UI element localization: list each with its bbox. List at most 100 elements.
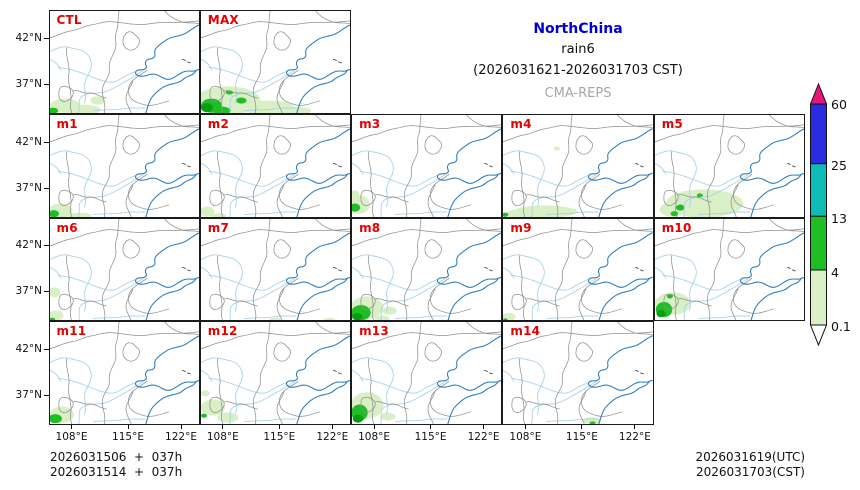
x-tickmark (483, 424, 485, 429)
map-panel-m14: m14 (502, 321, 654, 426)
basemap-svg (200, 218, 351, 321)
valid-time-footer: 2026031619(UTC) 2026031703(CST) (605, 450, 806, 479)
map-panel-m8: m8 (351, 217, 503, 322)
x-tickmark (180, 424, 182, 429)
map-panel-m11: m11 (48, 321, 200, 426)
map-panel-m1: m1 (48, 113, 200, 218)
panel-label: m7 (207, 220, 230, 235)
x-tick-label: 115°E (565, 431, 598, 443)
colorbar-tick-label: 60 (831, 97, 847, 112)
x-tickmark (71, 424, 72, 429)
map-panel-m2: m2 (199, 113, 352, 218)
x-tick-label: 115°E (112, 431, 144, 443)
variable-title: rain6 (561, 42, 595, 57)
basemap-svg (503, 218, 653, 321)
panel-label: m10 (661, 220, 692, 235)
colorbar-tick-label: 25 (831, 158, 847, 173)
precip-shading (503, 312, 517, 321)
map-panel-m3: m3 (351, 113, 503, 218)
x-tick-label: 122°E (618, 431, 651, 443)
basemap-svg (49, 114, 199, 217)
map-panel-m4: m4 (502, 113, 654, 218)
x-tick-label: 122°E (165, 431, 197, 443)
title-block: NorthChina rain6 (2026031621-2026031703 … (430, 19, 726, 107)
panel-label: m5 (661, 116, 683, 131)
map-panel-max: MAX (199, 10, 352, 114)
x-tickmark (278, 424, 280, 429)
y-tick-label: 42°N (15, 31, 42, 44)
basemap-svg (352, 218, 502, 321)
y-tickmark (43, 83, 49, 85)
model-title: CMA-REPS (544, 86, 612, 101)
y-tick-label: 42°N (15, 135, 42, 148)
precip-shading (49, 406, 74, 424)
x-tickmark (127, 424, 129, 429)
panel-label: m11 (56, 324, 87, 339)
map-panel-m13: m13 (351, 321, 503, 426)
basemap-svg (503, 114, 653, 217)
init-time-footer: 2026031506 + 037h 2026031514 + 037h (50, 450, 182, 479)
y-tickmark (43, 37, 49, 39)
panel-label: m2 (207, 116, 230, 131)
period-title: (2026031621-2026031703 CST) (473, 63, 683, 78)
panel-label: m3 (359, 116, 381, 131)
x-tickmark (581, 424, 583, 429)
y-tickmark (43, 291, 49, 293)
y-tick-label: 37°N (15, 77, 42, 90)
x-tick-label: 122°E (467, 431, 500, 443)
panel-label: m4 (510, 116, 532, 131)
map-panel-m10: m10 (653, 217, 805, 322)
basemap-svg (654, 114, 804, 217)
basemap-svg (352, 322, 502, 425)
map-panel-m7: m7 (199, 217, 352, 322)
basemap-svg (200, 11, 351, 113)
precip-shading (269, 317, 336, 321)
basemap-svg (503, 322, 653, 425)
basemap-svg (49, 322, 199, 425)
x-tick-label: 108°E (55, 431, 88, 443)
y-tickmark (43, 349, 49, 351)
y-tickmark (43, 187, 49, 189)
colorbar-tick-label: 4 (831, 265, 839, 280)
panel-label: m8 (359, 220, 381, 235)
x-tickmark (634, 424, 636, 429)
precip-shading (654, 291, 691, 317)
x-tick-label: 108°E (206, 431, 239, 443)
x-tickmark (222, 424, 224, 429)
basemap-svg (654, 218, 804, 321)
x-tickmark (430, 424, 432, 429)
precip-shading (352, 392, 396, 424)
region-title: NorthChina (533, 21, 623, 37)
precip-shading (352, 295, 397, 321)
init-time-line-1: 2026031506 + 037h (50, 450, 183, 464)
map-panel-m6: m6 (48, 217, 200, 322)
x-tickmark (524, 424, 526, 429)
y-tick-label: 37°N (15, 389, 42, 402)
x-tick-label: 115°E (263, 431, 296, 443)
precip-shading (49, 203, 92, 217)
panel-label: MAX (207, 13, 239, 27)
x-tickmark (331, 424, 333, 429)
x-tickmark (373, 424, 375, 429)
y-tick-label: 42°N (15, 343, 42, 356)
panel-label: CTL (56, 13, 82, 27)
x-tick-label: 108°E (358, 431, 391, 443)
panel-label: m13 (359, 324, 389, 339)
precip-shading (352, 190, 371, 214)
init-time-line-2: 2026031514 + 037h (50, 464, 183, 479)
y-tick-label: 42°N (15, 239, 42, 252)
colorbar-tick-label: 13 (831, 211, 847, 226)
precip-shading (49, 96, 105, 113)
valid-time-cst: 2026031703(CST) (695, 464, 805, 479)
y-tickmark (43, 395, 49, 397)
map-panel-m12: m12 (199, 321, 352, 426)
colorbar-tick-label: 0.1 (831, 319, 851, 334)
basemap-svg (352, 114, 502, 217)
x-tick-label: 108°E (509, 431, 542, 443)
y-tick-label: 37°N (15, 285, 42, 298)
y-tickmark (43, 245, 49, 247)
colorbar-svg (809, 82, 828, 347)
y-tick-label: 37°N (15, 181, 42, 194)
basemap-svg (49, 11, 199, 113)
